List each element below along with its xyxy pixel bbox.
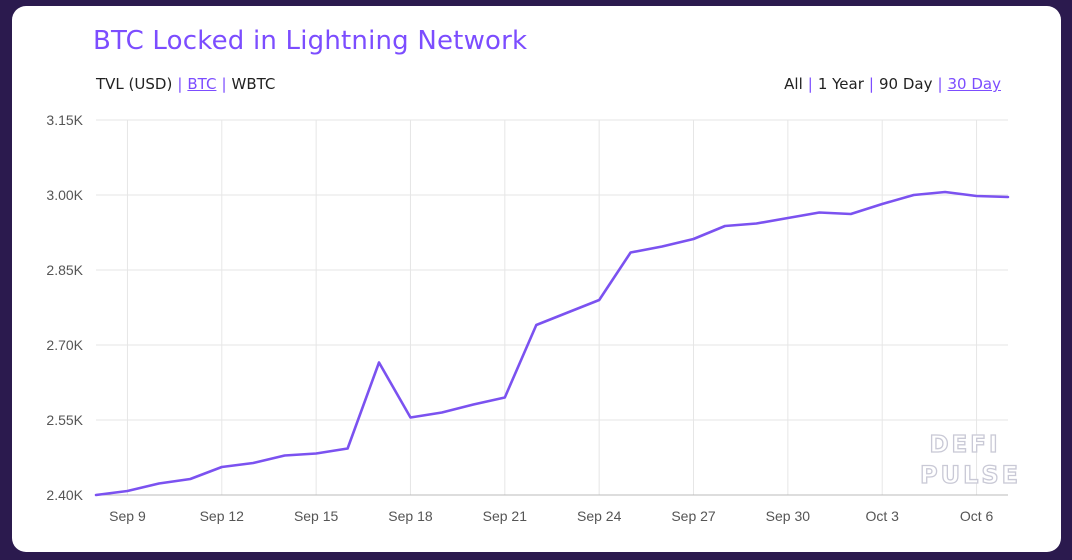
range-toggle: All | 1 Year | 90 Day | 30 Day	[784, 75, 1001, 93]
x-tick-label: Sep 18	[388, 508, 433, 524]
data-point[interactable]	[374, 358, 384, 368]
data-point[interactable]	[909, 190, 919, 200]
x-tick-label: Sep 9	[109, 508, 146, 524]
toggle-separator: |	[221, 75, 227, 93]
y-tick-label: 2.55K	[46, 412, 83, 428]
range-all[interactable]: All	[784, 75, 803, 93]
line-chart: 2.40K 2.55K 2.70K 2.85K 3.00K 3.15K Sep 9 Sep 1…	[46, 112, 1013, 524]
y-tick-label: 2.40K	[46, 487, 83, 503]
data-point[interactable]	[437, 408, 447, 418]
x-tick-label: Oct 3	[865, 508, 899, 524]
page-title: BTC Locked in Lightning Network	[93, 26, 528, 56]
x-tick-label: Sep 15	[294, 508, 339, 524]
data-point[interactable]	[626, 248, 636, 258]
data-point[interactable]	[751, 219, 761, 229]
data-point[interactable]	[689, 234, 699, 244]
data-point[interactable]	[468, 400, 478, 410]
data-point[interactable]	[122, 486, 132, 496]
defi-pulse-watermark: DEFI PULSE	[919, 430, 1022, 490]
range-separator: |	[807, 75, 813, 93]
data-point[interactable]	[248, 458, 258, 468]
data-point[interactable]	[657, 242, 667, 252]
data-point[interactable]	[563, 308, 573, 318]
toggle-btc[interactable]: BTC	[187, 75, 217, 93]
watermark-line2: PULSE	[919, 460, 1022, 489]
range-30-day[interactable]: 30 Day	[947, 75, 1001, 93]
data-point[interactable]	[91, 490, 101, 500]
range-1-year[interactable]: 1 Year	[817, 75, 864, 93]
x-tick-label: Oct 6	[960, 508, 994, 524]
range-separator: |	[868, 75, 874, 93]
x-tick-label: Sep 27	[671, 508, 716, 524]
data-point[interactable]	[1003, 192, 1013, 202]
data-point[interactable]	[877, 199, 887, 209]
watermark-line1: DEFI	[929, 431, 1001, 458]
toggle-wbtc[interactable]: WBTC	[231, 75, 276, 93]
currency-toggle: TVL (USD) | BTC | WBTC	[96, 75, 275, 93]
x-tick-label: Sep 30	[766, 508, 811, 524]
range-separator: |	[937, 75, 943, 93]
toggle-separator: |	[177, 75, 183, 93]
data-point[interactable]	[311, 449, 321, 459]
y-tick-label: 3.15K	[46, 112, 83, 128]
x-tick-label: Sep 21	[483, 508, 528, 524]
data-point[interactable]	[531, 320, 541, 330]
x-tick-label: Sep 12	[200, 508, 245, 524]
data-point[interactable]	[846, 209, 856, 219]
data-point[interactable]	[940, 187, 950, 197]
toggle-tvl-usd[interactable]: TVL (USD)	[96, 75, 173, 93]
y-tick-label: 2.85K	[46, 262, 83, 278]
data-point[interactable]	[185, 474, 195, 484]
range-90-day[interactable]: 90 Day	[878, 75, 933, 93]
y-tick-label: 2.70K	[46, 337, 83, 353]
data-point[interactable]	[972, 191, 982, 201]
chart-card: BTC Locked in Lightning Network TVL (USD…	[12, 6, 1061, 552]
series-line	[94, 190, 1010, 497]
data-point[interactable]	[343, 444, 353, 454]
data-point[interactable]	[280, 451, 290, 461]
data-point[interactable]	[154, 479, 164, 489]
data-point[interactable]	[217, 462, 227, 472]
data-point[interactable]	[783, 213, 793, 223]
data-point[interactable]	[814, 208, 824, 218]
x-tick-label: Sep 24	[577, 508, 622, 524]
data-point[interactable]	[405, 413, 415, 423]
y-tick-label: 3.00K	[46, 187, 83, 203]
data-point[interactable]	[720, 221, 730, 231]
data-point[interactable]	[594, 295, 604, 305]
data-point[interactable]	[500, 393, 510, 403]
